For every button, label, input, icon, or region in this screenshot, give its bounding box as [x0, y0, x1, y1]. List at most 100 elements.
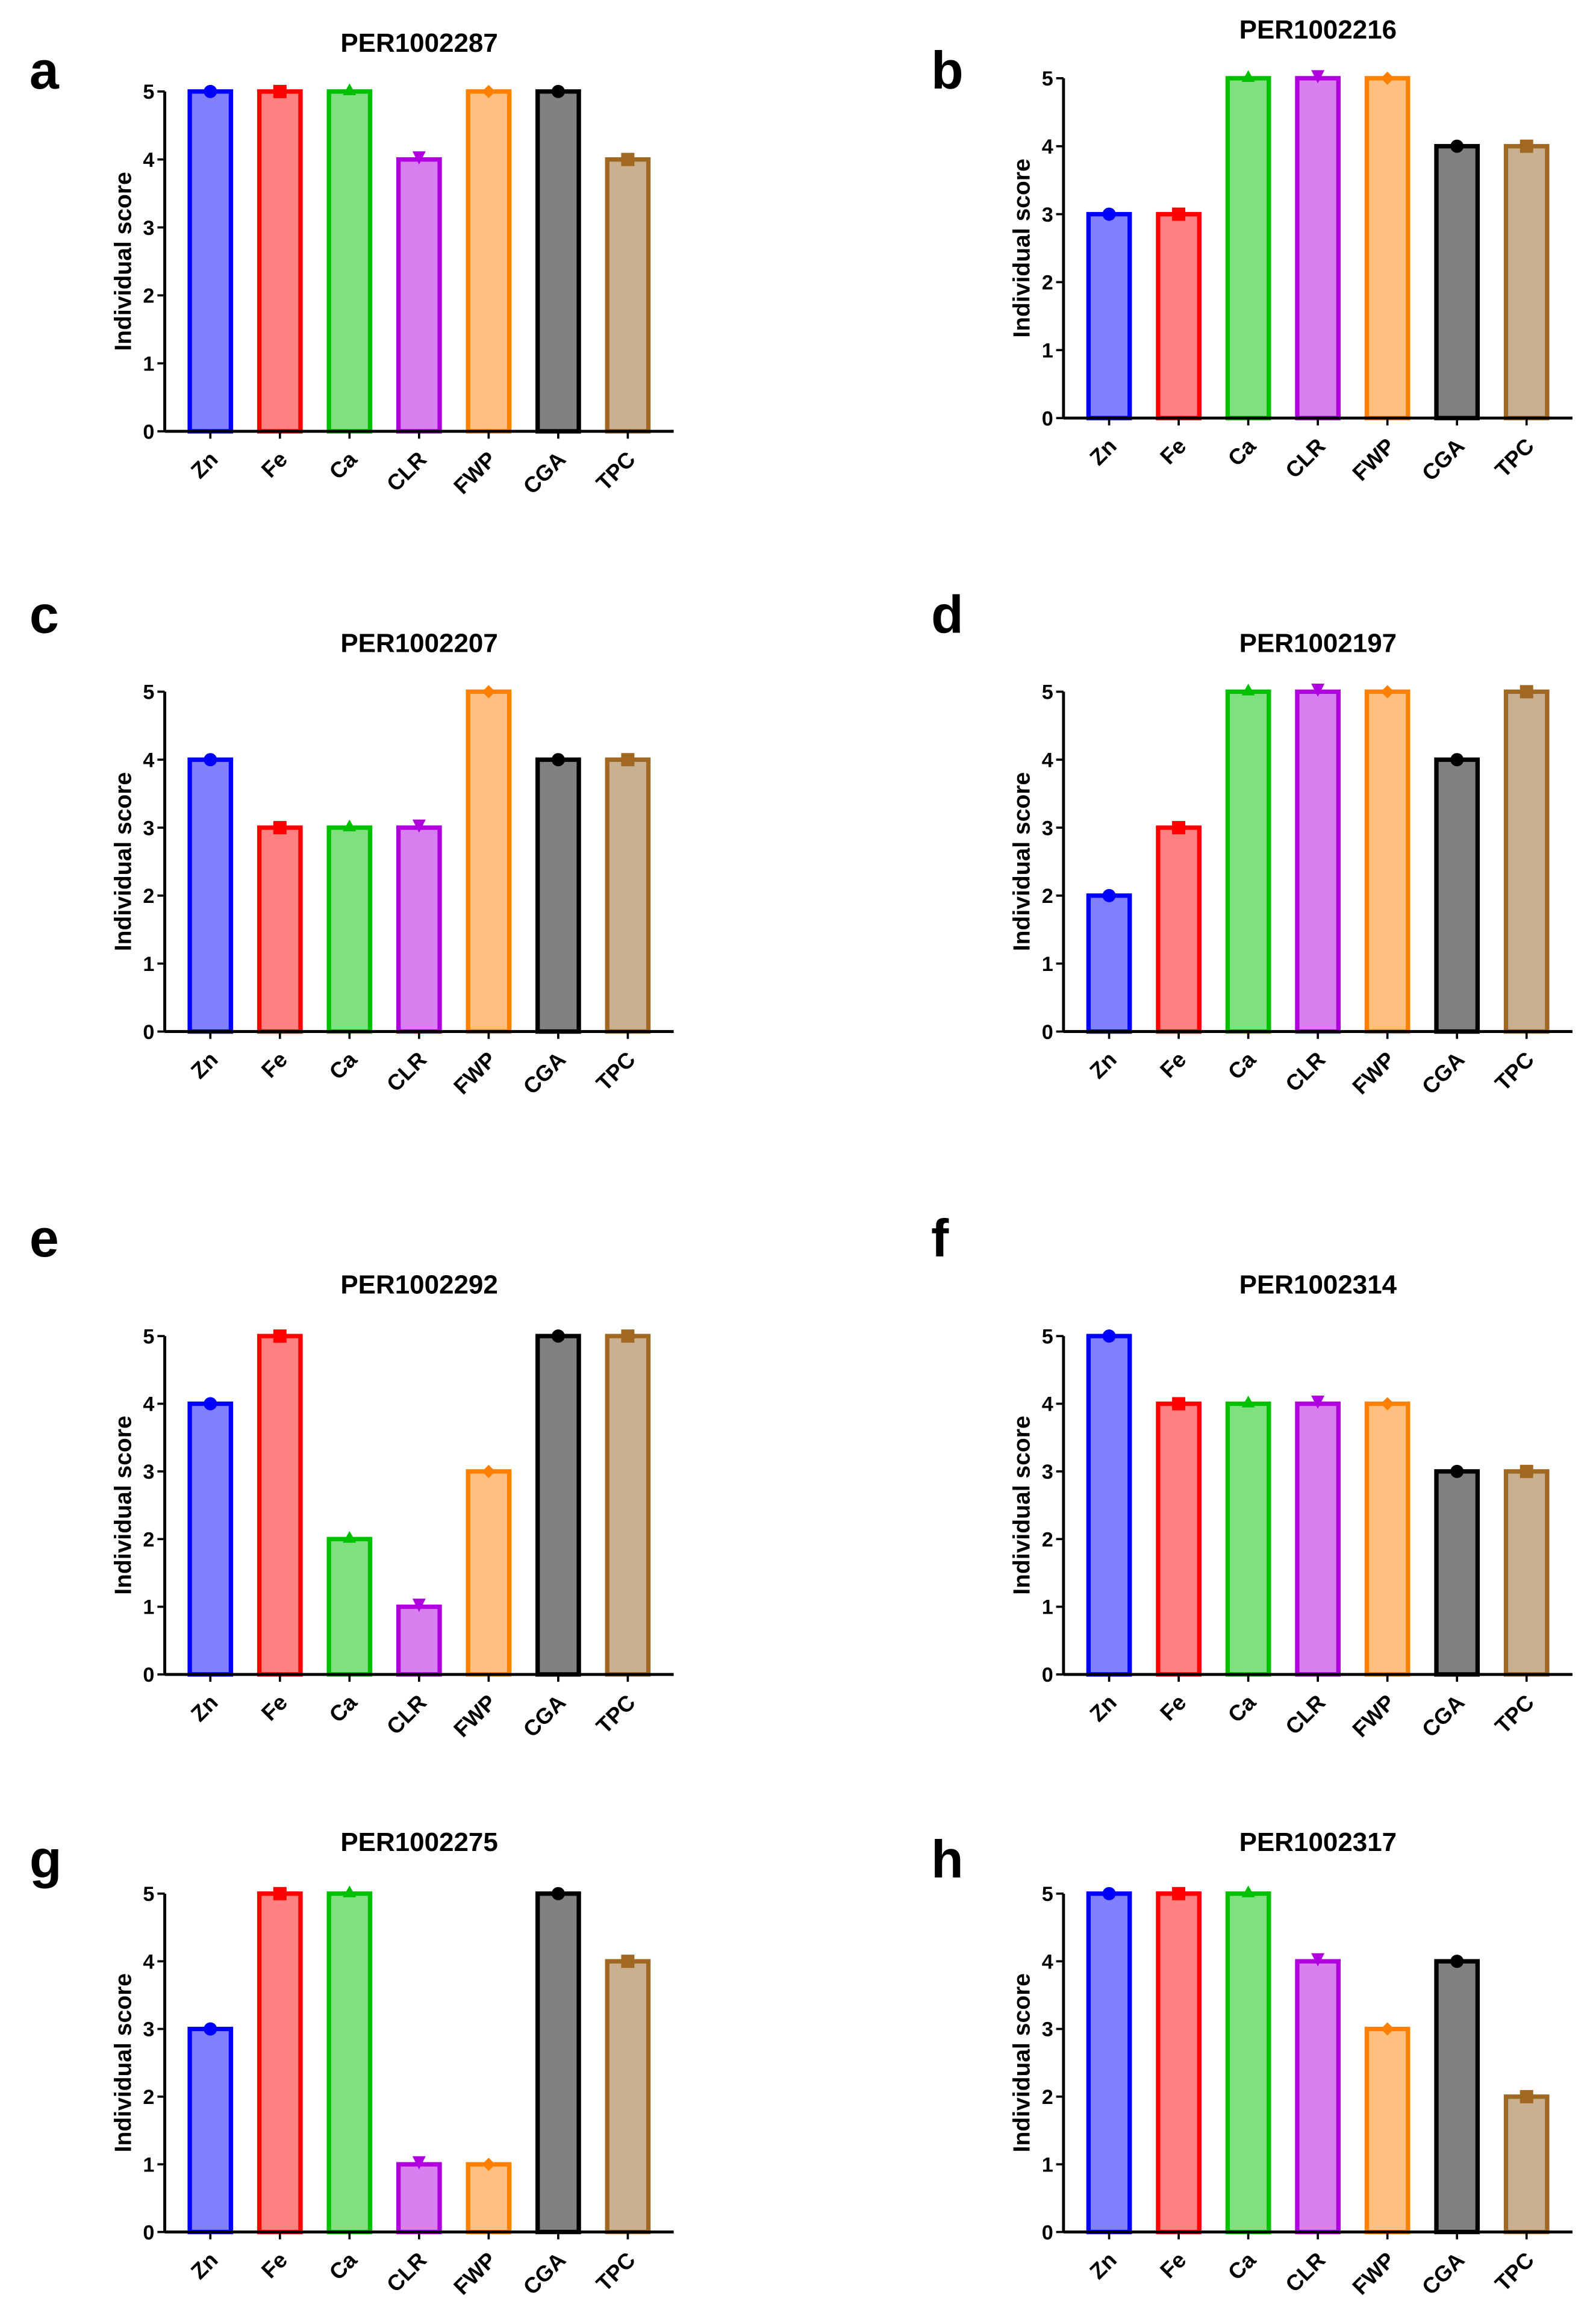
bar-fwp [466, 689, 512, 1034]
bar-ca [326, 1891, 373, 2235]
bar-fwp [466, 89, 512, 434]
x-tick-label: CGA [519, 447, 571, 499]
marker-triangle-down [1311, 683, 1325, 697]
y-axis-label: Individual score [1009, 1973, 1035, 2152]
y-tick-label: 4 [1042, 749, 1053, 772]
bar-zn [1086, 211, 1132, 420]
chart-title: PER1002314 [1239, 1270, 1397, 1299]
chart-title: PER1002197 [1239, 628, 1397, 658]
marker-circle [1102, 888, 1116, 902]
y-tick-label: 1 [143, 2153, 154, 2176]
marker-circle [551, 753, 565, 767]
y-tick-label: 3 [1042, 2018, 1053, 2041]
marker-square [273, 1887, 287, 1900]
y-axis-label: Individual score [110, 1973, 136, 2152]
y-tick-label: 5 [1042, 681, 1053, 704]
marker-diamond [1380, 2022, 1394, 2036]
y-tick-label: 2 [1042, 2086, 1053, 2109]
marker-square [621, 753, 635, 767]
x-tick-label: Ca [325, 1690, 363, 1727]
x-tick-label: Fe [257, 1047, 292, 1082]
bar-clr [1295, 1401, 1341, 1677]
bar-cga [535, 1334, 581, 1677]
bar-ca [326, 89, 373, 434]
x-tick-label: Fe [1155, 2247, 1191, 2283]
x-tick-label: TPC [1490, 1690, 1539, 1738]
x-tick-label: CLR [382, 1047, 431, 1096]
bar-zn [187, 757, 234, 1034]
y-tick-label: 0 [143, 1021, 154, 1044]
x-tick-label: Zn [1085, 1047, 1121, 1084]
y-tick-label: 1 [143, 1596, 154, 1619]
panel-f: f PER1002314 Individual score Zn Fe Ca CLR FWP C… [931, 1208, 1573, 1742]
x-tick-label: Fe [1155, 434, 1191, 469]
y-tick-label: 5 [143, 1325, 154, 1348]
bar-cga [535, 89, 581, 434]
bar-clr [1295, 76, 1341, 420]
panel-label: f [931, 1208, 949, 1268]
bar-fe [1156, 211, 1202, 420]
x-tick-label: CLR [1280, 2247, 1330, 2297]
x-tick-label: CGA [1417, 1690, 1470, 1742]
x-tick-label: CGA [1417, 1047, 1470, 1099]
x-tick-label: Fe [1155, 1047, 1191, 1082]
y-tick-label: 4 [1042, 1393, 1053, 1416]
x-tick-label: Ca [325, 1047, 363, 1085]
x-tick-label: Ca [325, 2247, 363, 2285]
y-tick-label: 4 [1042, 1950, 1053, 1973]
chart-title: PER1002275 [340, 1827, 498, 1857]
bar-fwp [1364, 2026, 1411, 2235]
x-tick-label: FWP [449, 447, 501, 499]
x-tick-label: FWP [1347, 1690, 1400, 1742]
bar-tpc [1503, 2094, 1550, 2235]
y-tick-label: 2 [1042, 272, 1053, 295]
y-tick-label: 2 [143, 285, 154, 308]
marker-circle [1450, 753, 1464, 767]
bar-cga [535, 757, 581, 1034]
y-tick-label: 2 [143, 885, 154, 908]
y-tick-label: 1 [1042, 339, 1053, 362]
x-tick-label: Ca [1223, 1047, 1261, 1085]
marker-triangle-up [343, 1885, 357, 1897]
y-tick-label: 1 [1042, 1596, 1053, 1619]
marker-square [273, 84, 287, 98]
panel-label: h [931, 1829, 964, 1889]
panel-label: d [931, 585, 964, 644]
marker-triangle-down [412, 819, 426, 833]
y-tick-label: 0 [1042, 1664, 1053, 1687]
marker-circle [204, 2022, 217, 2036]
bar-ca [1225, 1401, 1271, 1677]
panel-g: g PER1002275 Individual score Zn Fe Ca CLR FWP C… [30, 1827, 674, 2300]
bar-zn [187, 1401, 234, 1677]
y-axis-label: Individual score [110, 172, 136, 351]
marker-triangle-down [1311, 1953, 1325, 1967]
bar-fe [257, 1891, 303, 2235]
y-tick-label: 2 [1042, 885, 1053, 908]
marker-square [1172, 1887, 1186, 1900]
x-tick-label: Zn [186, 2247, 223, 2284]
bar-clr [1295, 1959, 1341, 2235]
x-tick-label: TPC [591, 2247, 640, 2296]
y-tick-label: 5 [143, 681, 154, 704]
x-tick-label: TPC [1490, 1047, 1539, 1096]
bar-ca [326, 1537, 373, 1677]
x-tick-label: CGA [519, 1690, 571, 1742]
panel-b: b PER1002216 Individual score Zn Fe Ca CLR FWP C… [931, 15, 1573, 485]
bar-clr [396, 157, 442, 434]
bar-clr [396, 825, 442, 1034]
bar-fe [1156, 1891, 1202, 2235]
x-tick-label: CGA [519, 1047, 571, 1099]
x-tick-label: FWP [1347, 434, 1400, 486]
x-tick-label: Zn [1085, 1690, 1121, 1726]
marker-square [1520, 2089, 1533, 2103]
y-tick-label: 4 [143, 1393, 154, 1416]
x-tick-label: Fe [257, 2247, 292, 2283]
x-tick-label: CGA [1417, 434, 1470, 486]
chart-title: PER1002292 [340, 1270, 498, 1299]
bar-fwp [466, 2162, 512, 2235]
y-tick-label: 0 [143, 1664, 154, 1687]
bar-cga [1434, 1469, 1480, 1677]
chart-title: PER1002207 [340, 628, 498, 658]
bar-tpc [1503, 689, 1550, 1034]
marker-triangle-up [1241, 70, 1255, 83]
